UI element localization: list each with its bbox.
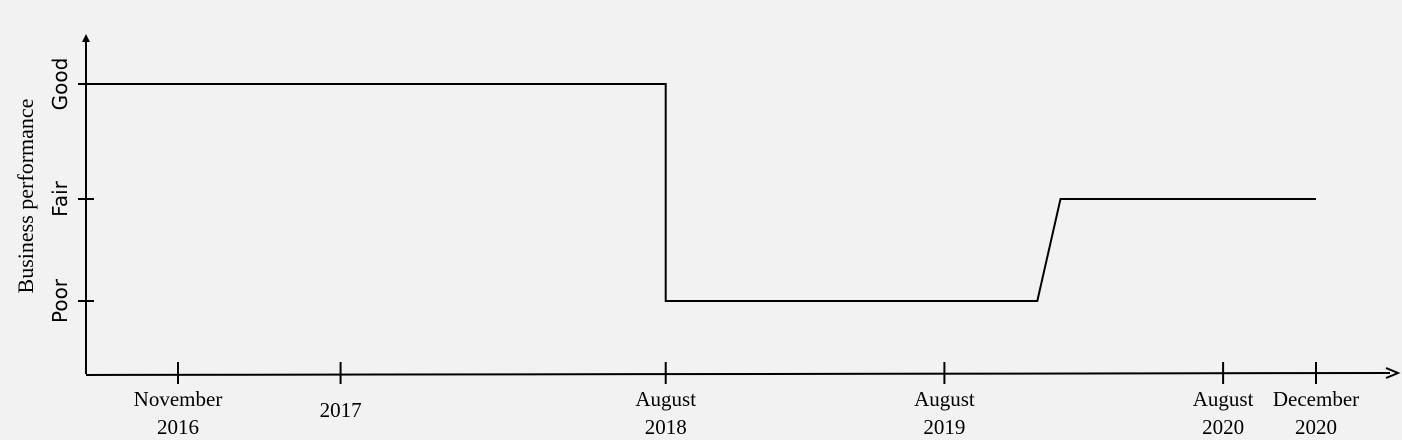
series bbox=[85, 83, 1316, 302]
y-tick-label: Good bbox=[48, 58, 72, 111]
x-tick-label: 2020 bbox=[1295, 415, 1337, 439]
x-tick-label: August bbox=[1193, 387, 1254, 411]
y-tick-label: Fair bbox=[48, 180, 72, 216]
x-axis-arrow-icon bbox=[1385, 367, 1401, 379]
x-tick-label: 2016 bbox=[157, 415, 199, 439]
x-tick-label: 2019 bbox=[923, 415, 965, 439]
x-tick-label: 2018 bbox=[645, 415, 687, 439]
x-tick-label: 2017 bbox=[320, 398, 362, 422]
x-tick-label: 2020 bbox=[1202, 415, 1244, 439]
x-ticks: November 2016 2017 August 2018 August 2019 Augu… bbox=[134, 362, 1359, 439]
x-tick-label: August bbox=[635, 387, 696, 411]
x-tick-label: August bbox=[914, 387, 975, 411]
y-ticks: Poor Fair Good bbox=[48, 58, 94, 323]
x-tick-label: December bbox=[1273, 387, 1359, 411]
x-axis-line bbox=[85, 372, 1391, 376]
axes bbox=[82, 34, 1401, 379]
y-axis-arrow-icon bbox=[82, 34, 90, 42]
y-axis-title: Business performance bbox=[13, 99, 38, 294]
x-tick-label: November bbox=[134, 387, 223, 411]
performance-line bbox=[85, 83, 1316, 302]
y-tick-label: Poor bbox=[48, 278, 72, 323]
